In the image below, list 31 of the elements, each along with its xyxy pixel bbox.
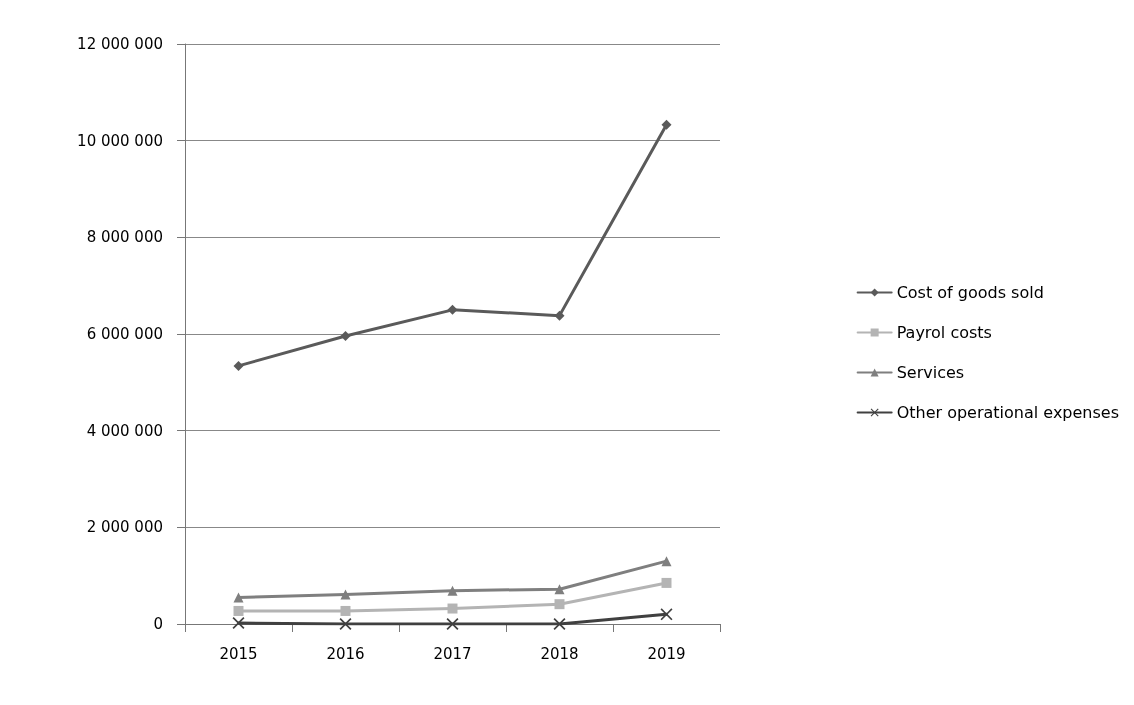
point bbox=[447, 304, 458, 315]
point bbox=[661, 556, 672, 567]
y-tick-label: 0 bbox=[153, 615, 163, 633]
point bbox=[661, 119, 672, 130]
y-tick-label: 12 000 000 bbox=[77, 35, 163, 53]
x-tick-label: 2016 bbox=[326, 644, 365, 663]
y-tick-label: 2 000 000 bbox=[86, 518, 163, 537]
x-tick-label: 2017 bbox=[433, 644, 472, 663]
point bbox=[340, 605, 351, 616]
point bbox=[661, 577, 672, 588]
y-tick-label: 10 000 000 bbox=[77, 131, 163, 150]
point bbox=[447, 603, 458, 614]
x-tick-label: 2015 bbox=[219, 644, 258, 663]
y-tick-label: 4 000 000 bbox=[86, 421, 163, 440]
point bbox=[233, 605, 244, 616]
legend-label: Cost of goods sold bbox=[896, 283, 1044, 302]
x-tick-label: 2018 bbox=[540, 644, 579, 663]
point bbox=[447, 585, 458, 596]
legend-label: Other operational expenses bbox=[896, 403, 1119, 422]
x-tick-label: 2019 bbox=[647, 644, 686, 663]
y-tick-label: 8 000 000 bbox=[86, 228, 163, 247]
point bbox=[233, 360, 244, 371]
y-tick-label: 6 000 000 bbox=[86, 325, 163, 343]
point bbox=[660, 608, 673, 621]
point bbox=[233, 592, 244, 603]
point bbox=[554, 599, 565, 610]
legend-label: Services bbox=[896, 363, 965, 382]
legend-label: Payrol costs bbox=[896, 323, 992, 342]
point bbox=[340, 589, 351, 600]
point bbox=[340, 330, 351, 341]
point bbox=[554, 584, 565, 595]
